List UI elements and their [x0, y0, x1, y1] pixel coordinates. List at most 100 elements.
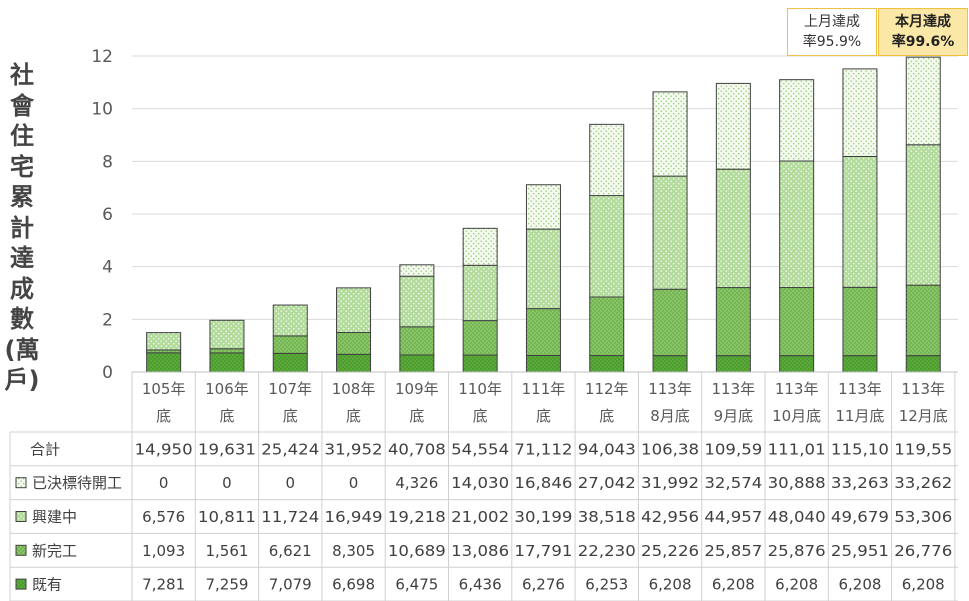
bar-segment: [146, 332, 182, 351]
data-label: 6,436: [459, 576, 502, 594]
category-label: 113年: [648, 380, 692, 398]
data-label: 4,326: [395, 474, 438, 492]
data-label: 119,55: [894, 440, 952, 458]
data-label: 94,043: [578, 440, 636, 458]
category-label: 107年: [268, 380, 312, 398]
category-label: 105年: [142, 380, 186, 398]
data-label: 0: [349, 474, 359, 492]
category-label: 109年: [395, 380, 439, 398]
y-tick-label: 6: [102, 205, 113, 225]
data-label: 42,956: [641, 508, 699, 526]
category-label: 113年: [775, 380, 819, 398]
y-axis-label-char: 宅: [10, 152, 34, 181]
category-label: 底: [156, 407, 171, 425]
legend-key: [15, 544, 27, 556]
bar-segment: [905, 355, 941, 373]
bar-segment: [209, 319, 245, 350]
this-month-rate-line2: 率99.6%: [891, 34, 955, 50]
bar-segment: [336, 353, 372, 373]
category-label: 底: [409, 407, 424, 425]
data-label: 14,030: [451, 474, 509, 492]
data-label: 10,689: [388, 542, 446, 560]
legend-key: [15, 477, 27, 489]
data-label: 115,10: [831, 440, 889, 458]
data-label: 25,876: [768, 542, 826, 560]
category-label: 底: [346, 407, 361, 425]
category-label: 113年: [901, 380, 945, 398]
bar-segment: [589, 123, 625, 197]
data-label: 6,208: [838, 576, 881, 594]
last-month-rate-badge: 上月達成 率95.9%: [787, 8, 877, 56]
y-axis-label-char: 計: [10, 213, 34, 242]
data-label: 6,576: [142, 508, 185, 526]
y-axis-label-char: 戶): [4, 366, 40, 394]
data-label: 13,086: [451, 542, 509, 560]
data-label: 25,424: [261, 440, 319, 458]
data-label: 0: [285, 474, 295, 492]
data-label: 27,042: [578, 474, 636, 492]
bar-segment: [399, 326, 435, 356]
bar-segment: [715, 355, 751, 373]
data-label: 19,631: [198, 440, 256, 458]
bar-segment: [589, 355, 625, 373]
data-label: 30,199: [514, 508, 572, 526]
this-month-rate-badge: 本月達成 率99.6%: [878, 8, 968, 56]
legend-key: [15, 511, 27, 522]
y-axis-label-char: 會: [10, 91, 34, 120]
data-label: 31,952: [325, 440, 383, 458]
bar-segment: [842, 286, 878, 357]
y-axis-label-char: 社: [10, 61, 34, 89]
last-month-rate-line2: 率95.9%: [802, 34, 862, 50]
data-label: 22,230: [578, 542, 636, 560]
legend-key: [15, 578, 27, 590]
data-label: 53,306: [894, 508, 952, 526]
bar-segment: [525, 184, 561, 230]
bar-segment: [905, 144, 941, 286]
bar-segment: [715, 287, 751, 357]
bar-segment: [842, 355, 878, 373]
data-label: 71,112: [514, 440, 572, 458]
category-label: 底: [473, 407, 488, 425]
category-label: 113年: [838, 380, 882, 398]
data-label: 44,957: [704, 508, 762, 526]
bar-segment: [779, 355, 815, 373]
category-label: 11月底: [835, 407, 884, 425]
y-tick-label: 4: [102, 258, 113, 278]
data-label: 30,888: [768, 474, 826, 492]
bar-segment: [589, 296, 625, 357]
category-label: 113年: [712, 380, 756, 398]
y-axis-label-char: (萬: [4, 335, 40, 364]
data-label: 109,59: [704, 440, 762, 458]
data-label: 31,992: [641, 474, 699, 492]
data-label: 25,857: [704, 542, 762, 560]
bar-segment: [209, 352, 245, 373]
category-label: 108年: [332, 380, 376, 398]
bar-segment: [779, 79, 815, 162]
data-label: 1,561: [205, 542, 248, 560]
y-axis-label-char: 累: [10, 183, 34, 211]
data-label: 17,791: [514, 542, 572, 560]
category-label: 110年: [458, 380, 502, 398]
data-label: 16,846: [514, 474, 572, 492]
y-axis-label-char: 數: [10, 305, 34, 333]
bar-segment: [905, 284, 941, 357]
bar-segment: [209, 348, 245, 354]
data-label: 25,226: [641, 542, 699, 560]
y-axis-label: 社會住宅累計達成數 (萬 戶): [4, 60, 40, 396]
bar-segment: [842, 68, 878, 157]
data-label: 48,040: [768, 508, 826, 526]
bar-segment: [652, 355, 688, 373]
data-label: 6,276: [522, 576, 565, 594]
data-label: 6,621: [269, 542, 312, 560]
y-axis-label-char: 成: [10, 274, 34, 303]
last-month-rate-line1: 上月達成: [804, 14, 860, 30]
y-tick-label: 8: [102, 152, 113, 172]
bar-segment: [652, 175, 688, 290]
category-label: 底: [599, 407, 614, 425]
bar-segment: [589, 195, 625, 298]
data-label: 0: [159, 474, 169, 492]
this-month-rate-line1: 本月達成: [895, 14, 951, 30]
bar-segment: [399, 354, 435, 373]
data-label: 0: [222, 474, 232, 492]
bar-segment: [272, 335, 308, 354]
